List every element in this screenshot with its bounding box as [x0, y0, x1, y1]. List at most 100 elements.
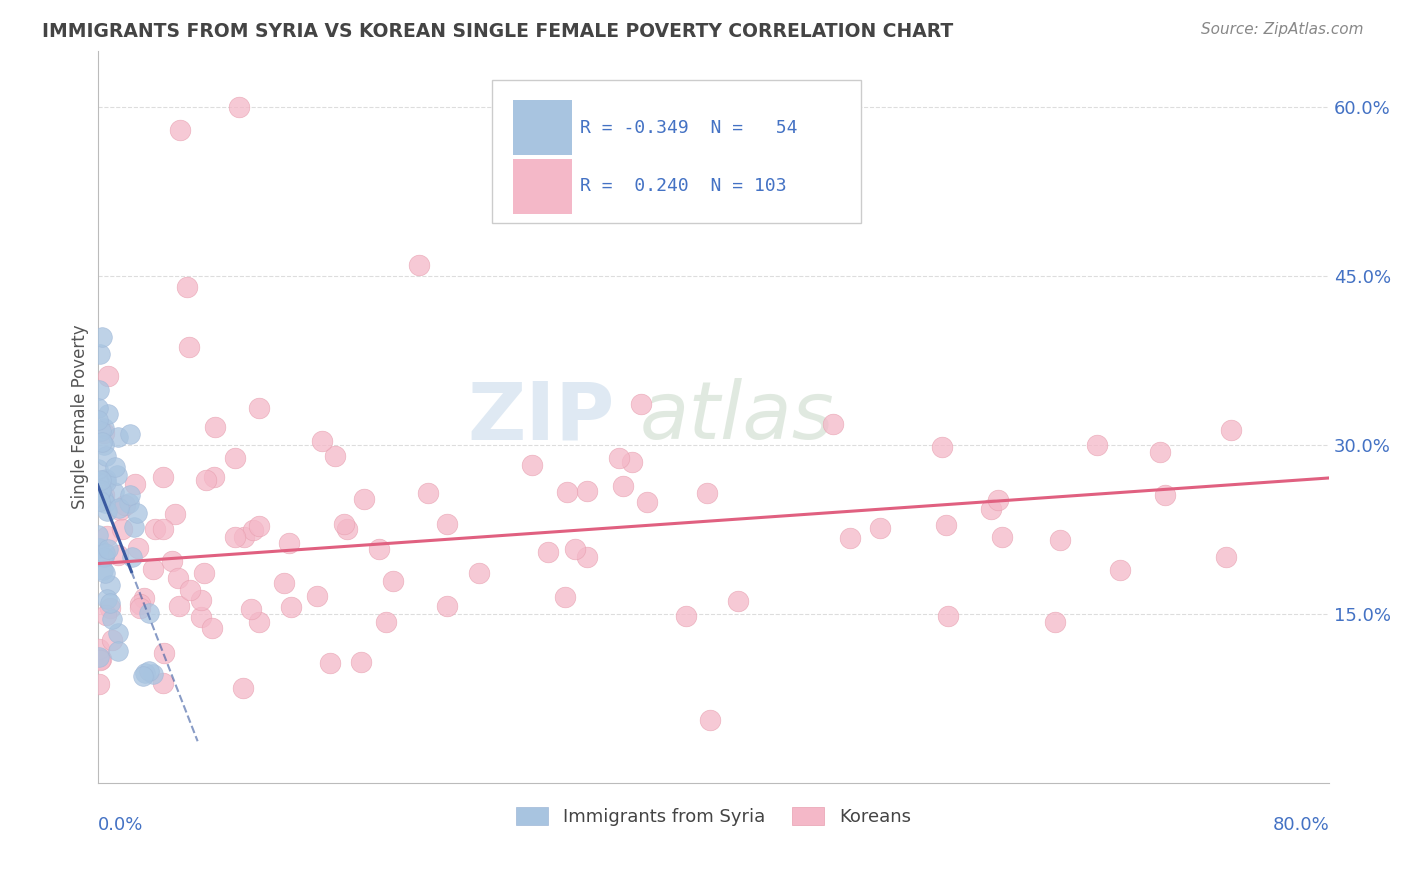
Y-axis label: Single Female Poverty: Single Female Poverty: [72, 325, 89, 509]
Point: [991, 530, 1014, 544]
Point: [87, 475, 110, 489]
Point: [228, 100, 250, 114]
Point: [980, 501, 1002, 516]
Point: [1219, 423, 1241, 437]
Point: [169, 599, 191, 614]
Point: [247, 519, 270, 533]
Point: [97, 407, 120, 421]
Point: [138, 664, 160, 678]
Point: [160, 554, 183, 568]
Point: [416, 486, 439, 500]
Point: [87, 461, 110, 475]
Point: [142, 562, 165, 576]
Point: [118, 427, 141, 442]
Point: [436, 517, 458, 532]
Point: [204, 420, 226, 434]
Point: [838, 531, 860, 545]
Point: [124, 477, 146, 491]
Point: [869, 521, 891, 535]
Point: [94, 607, 117, 622]
Point: [675, 609, 697, 624]
Text: Source: ZipAtlas.com: Source: ZipAtlas.com: [1201, 22, 1364, 37]
Point: [121, 550, 143, 565]
Point: [169, 122, 191, 136]
Point: [202, 470, 225, 484]
Point: [142, 666, 165, 681]
Point: [612, 479, 634, 493]
Point: [96, 504, 118, 518]
Point: [93, 488, 115, 502]
Point: [152, 676, 174, 690]
Point: [128, 597, 150, 611]
Point: [87, 413, 110, 427]
Point: [107, 626, 129, 640]
Point: [201, 621, 224, 635]
Point: [90, 473, 112, 487]
Point: [575, 550, 598, 565]
Point: [138, 606, 160, 620]
Point: [333, 516, 356, 531]
Point: [108, 503, 131, 517]
Point: [89, 484, 111, 499]
Point: [90, 330, 112, 344]
Point: [931, 440, 953, 454]
Text: R = -0.349  N =   54: R = -0.349 N = 54: [581, 119, 797, 136]
Point: [232, 530, 254, 544]
Point: [134, 665, 156, 680]
Point: [242, 523, 264, 537]
Point: [118, 496, 141, 510]
Point: [163, 508, 186, 522]
Point: [93, 438, 115, 452]
Point: [89, 653, 111, 667]
Point: [224, 450, 246, 465]
Point: [107, 430, 129, 444]
Point: [637, 494, 659, 508]
Point: [179, 340, 201, 354]
Point: [96, 592, 118, 607]
Point: [555, 484, 578, 499]
Point: [520, 458, 543, 472]
Point: [120, 488, 142, 502]
Point: [467, 566, 489, 581]
Point: [408, 258, 430, 272]
Point: [98, 577, 121, 591]
Point: [89, 484, 111, 499]
Point: [1215, 550, 1237, 565]
Point: [87, 649, 110, 664]
Point: [87, 527, 110, 541]
Point: [152, 522, 174, 536]
Point: [94, 546, 117, 560]
Point: [93, 425, 115, 440]
Point: [336, 522, 359, 536]
Point: [1149, 445, 1171, 459]
Point: [129, 600, 152, 615]
Point: [319, 656, 342, 670]
Point: [935, 517, 957, 532]
Point: [554, 591, 576, 605]
Point: [696, 485, 718, 500]
Point: [89, 493, 111, 508]
Point: [91, 563, 114, 577]
Point: [1085, 438, 1108, 452]
Point: [190, 592, 212, 607]
Point: [167, 571, 190, 585]
FancyBboxPatch shape: [492, 80, 860, 223]
FancyBboxPatch shape: [513, 100, 572, 155]
Point: [152, 470, 174, 484]
Point: [89, 346, 111, 360]
Point: [127, 541, 149, 556]
Point: [278, 536, 301, 550]
Point: [176, 280, 198, 294]
Text: R =  0.240  N = 103: R = 0.240 N = 103: [581, 178, 787, 195]
Point: [114, 498, 136, 512]
Point: [152, 646, 174, 660]
Point: [94, 496, 117, 510]
Point: [280, 599, 302, 614]
Point: [1153, 488, 1175, 502]
Point: [93, 549, 115, 564]
Point: [620, 454, 643, 468]
Point: [367, 541, 389, 556]
Point: [224, 530, 246, 544]
Point: [103, 484, 125, 499]
Text: atlas: atlas: [640, 378, 834, 456]
